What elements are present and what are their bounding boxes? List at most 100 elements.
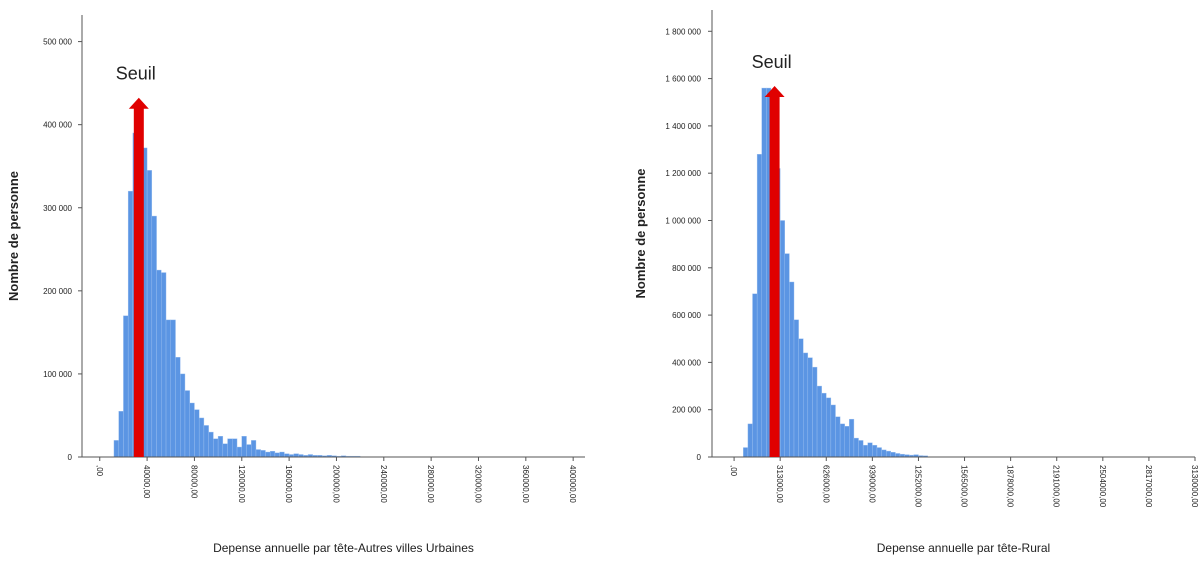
y-tick-label: 300 000: [43, 204, 72, 213]
bar: [251, 440, 257, 458]
bar: [853, 437, 859, 458]
y-tick-label: 1 400 000: [665, 122, 701, 131]
bar: [274, 452, 280, 458]
x-tick-label: ,00: [95, 465, 104, 477]
x-tick-label: 120000,00: [237, 465, 246, 503]
y-tick-label: 200 000: [672, 406, 701, 415]
bar: [830, 404, 836, 458]
bar: [213, 438, 219, 458]
bar: [151, 215, 157, 458]
bar: [849, 418, 855, 458]
bar: [161, 272, 167, 458]
x-tick-label: 939000,00: [867, 465, 876, 503]
bar: [839, 423, 845, 458]
bar: [232, 438, 238, 458]
x-tick-label: 2504000,00: [1098, 465, 1107, 508]
bar: [844, 426, 850, 458]
bar: [180, 373, 186, 458]
bar: [747, 423, 753, 458]
y-tick-label: 1 200 000: [665, 169, 701, 178]
x-tick-label: 280000,00: [426, 465, 435, 503]
annotation-label: Seuil: [752, 52, 792, 72]
bar: [236, 446, 242, 458]
bar: [885, 450, 891, 458]
bar: [118, 411, 124, 458]
bar: [189, 402, 195, 458]
x-axis-title: Depense annuelle par tête-Rural: [877, 541, 1050, 555]
x-tick-label: 40000,00: [142, 465, 151, 499]
bar: [821, 392, 827, 458]
y-axis-title: Nombre de personne: [633, 168, 648, 298]
x-tick-label: 626000,00: [821, 465, 830, 503]
y-tick-label: 100 000: [43, 370, 72, 379]
bar: [872, 444, 878, 458]
x-tick-label: 80000,00: [189, 465, 198, 499]
x-tick-label: 1565000,00: [960, 465, 969, 508]
bar: [812, 366, 818, 458]
bar: [793, 319, 799, 458]
x-tick-label: 3130000,00: [1190, 465, 1199, 508]
x-tick-label: 200000,00: [331, 465, 340, 503]
x-tick-label: 2191000,00: [1052, 465, 1061, 508]
bar: [279, 451, 285, 458]
bar: [227, 438, 233, 458]
bar: [835, 416, 841, 458]
y-tick-label: 200 000: [43, 287, 72, 296]
bar: [826, 397, 832, 458]
bar: [170, 319, 176, 458]
y-tick-label: 0: [697, 453, 702, 462]
bar: [752, 293, 758, 458]
bar: [890, 452, 896, 458]
x-tick-label: 313000,00: [775, 465, 784, 503]
bar: [895, 453, 901, 458]
bar: [798, 338, 804, 458]
bar: [127, 190, 134, 458]
chart: 0 200 000 400 000 600 000 800 000 1 000 000 1 …: [633, 10, 1199, 555]
x-tick-label: 2817000,00: [1144, 465, 1153, 508]
bar: [113, 440, 119, 458]
y-tick-label: 0: [68, 453, 73, 462]
x-axis-title: Depense annuelle par tête-Autres villes …: [213, 541, 474, 555]
bar: [194, 409, 200, 458]
bar: [165, 319, 171, 458]
bar: [807, 357, 813, 458]
bar: [203, 425, 209, 458]
x-tick-label: 400000,00: [568, 465, 577, 503]
bar: [198, 417, 205, 458]
bar: [260, 450, 266, 458]
bar: [816, 385, 822, 458]
chart: 0 100 000 200 000 300 000 400 000 500 000 ,00 4…: [6, 15, 585, 555]
bar: [803, 352, 809, 458]
bar: [761, 87, 767, 458]
bar: [784, 253, 790, 458]
threshold-arrow-shaft: [133, 107, 144, 458]
y-tick-label: 1 600 000: [665, 75, 701, 84]
threshold-arrow-shaft: [769, 96, 780, 458]
x-tick-label: 1878000,00: [1006, 465, 1015, 508]
x-tick-label: 320000,00: [473, 465, 482, 503]
y-tick-label: 400 000: [43, 121, 72, 130]
bar: [255, 449, 261, 458]
bar: [789, 281, 795, 458]
threshold-arrow-head: [764, 86, 785, 98]
bar: [867, 442, 873, 458]
x-tick-label: 360000,00: [521, 465, 530, 503]
y-tick-label: 600 000: [672, 311, 701, 320]
x-tick-label: ,00: [729, 465, 738, 477]
bar: [756, 154, 762, 458]
annotation-label: Seuil: [116, 64, 156, 84]
bar: [265, 451, 271, 458]
bar: [123, 315, 129, 458]
bar: [241, 436, 247, 458]
y-tick-label: 1 800 000: [665, 27, 701, 36]
bar: [862, 444, 868, 458]
y-tick-label: 800 000: [672, 264, 701, 273]
bar: [184, 390, 190, 458]
bar: [222, 443, 228, 458]
bar: [858, 440, 864, 458]
bar: [146, 170, 153, 458]
threshold-arrow-head: [128, 97, 149, 109]
y-axis-title: Nombre de personne: [6, 171, 21, 301]
bar: [156, 269, 162, 458]
